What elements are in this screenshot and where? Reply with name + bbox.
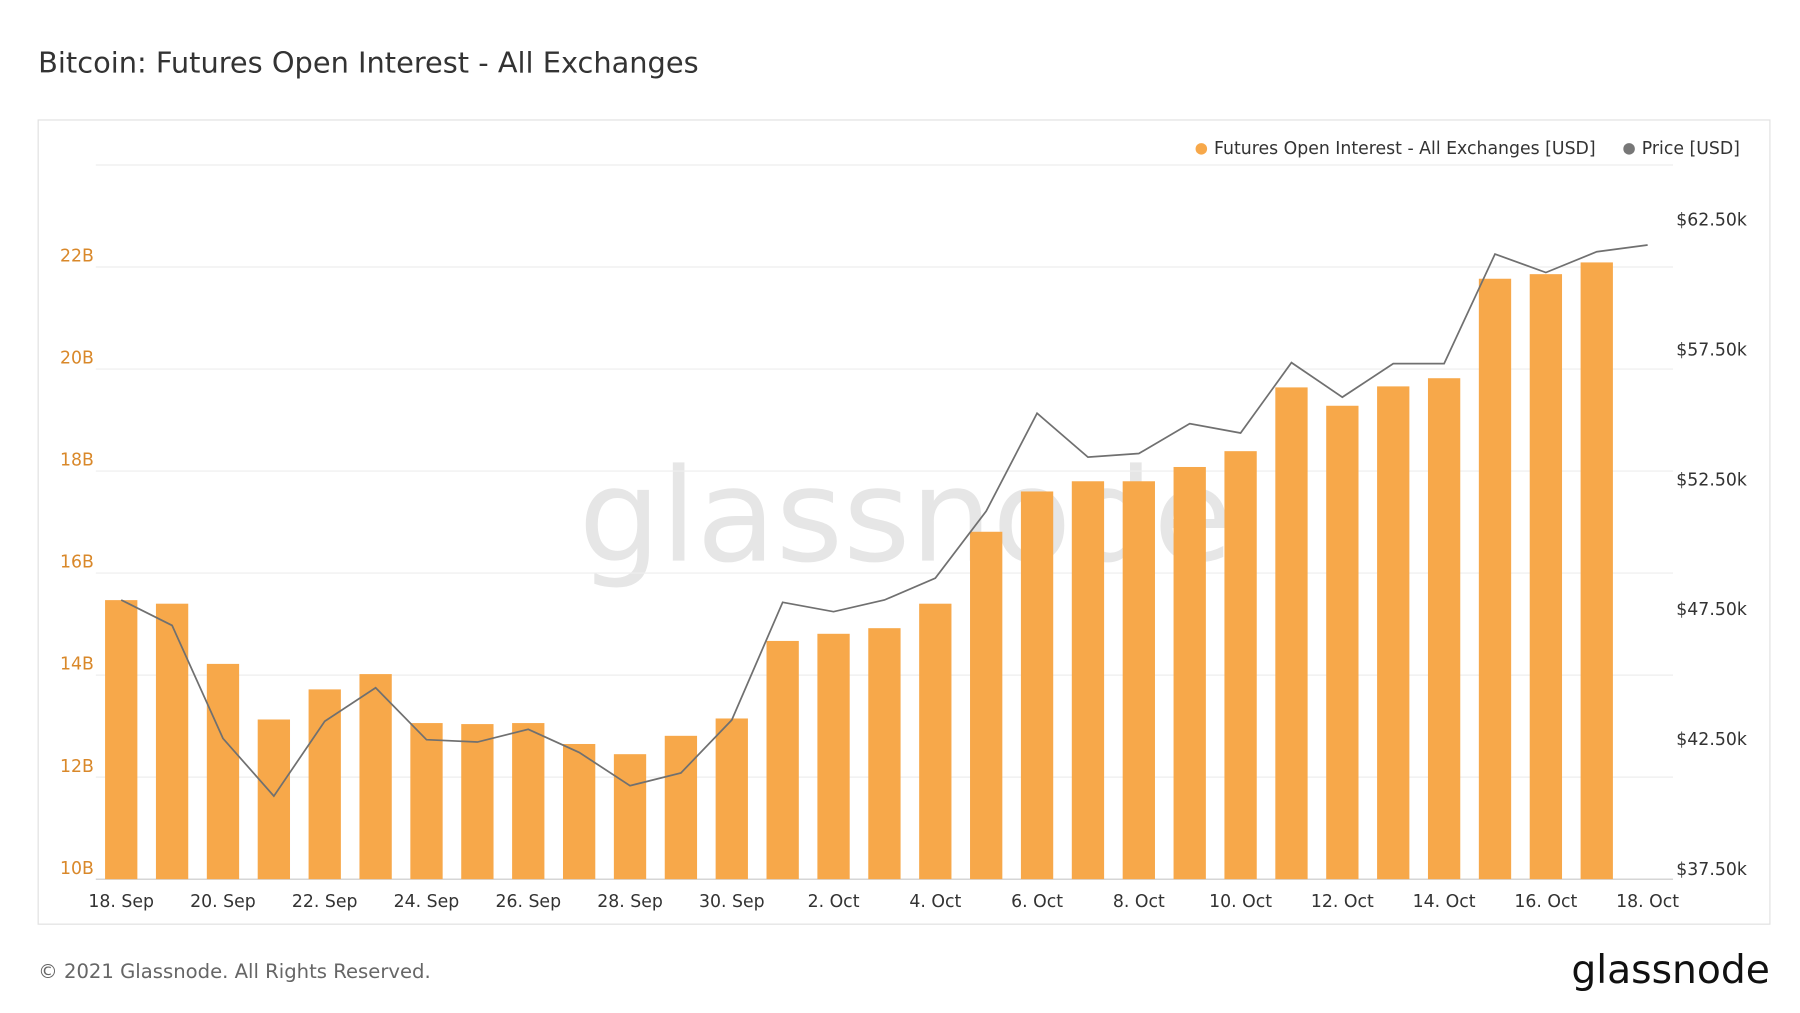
bar: [1173, 466, 1206, 880]
y2-tick-label: $42.50k: [1676, 730, 1747, 750]
y-tick-label: 20B: [60, 349, 94, 369]
x-tick-label: 16. Oct: [1514, 892, 1577, 912]
legend-marker: [1195, 143, 1208, 155]
bar: [868, 628, 901, 880]
bar: [257, 719, 291, 880]
bar: [1427, 378, 1461, 880]
bar: [512, 723, 545, 880]
x-tick-label: 18. Sep: [88, 892, 154, 912]
x-tick-label: 22. Sep: [292, 892, 358, 912]
bar: [1326, 405, 1359, 880]
bar: [970, 531, 1003, 880]
bar: [308, 689, 341, 880]
x-tick-label: 8. Oct: [1113, 892, 1165, 912]
bar: [1224, 451, 1257, 880]
y-tick-label: 14B: [60, 655, 94, 675]
price-line: [120, 244, 1648, 798]
bar: [105, 600, 138, 880]
x-tick-label: 2. Oct: [808, 892, 860, 912]
bar: [1020, 491, 1054, 880]
x-tick-label: 18. Oct: [1616, 892, 1679, 912]
bar: [1122, 481, 1155, 880]
bar: [562, 743, 596, 880]
x-tick-label: 30. Sep: [699, 892, 765, 912]
y-tick-label: 16B: [60, 553, 94, 573]
y-tick-label: 22B: [60, 247, 94, 267]
bar: [359, 674, 392, 880]
bar: [1580, 262, 1613, 880]
x-tick-label: 6. Oct: [1011, 892, 1063, 912]
bar: [155, 603, 189, 880]
x-tick-label: 14. Oct: [1413, 892, 1476, 912]
bar: [613, 754, 647, 880]
x-tick-label: 10. Oct: [1209, 892, 1272, 912]
bar: [461, 724, 494, 880]
y2-tick-label: $62.50k: [1676, 211, 1747, 231]
x-tick-label: 28. Sep: [597, 892, 663, 912]
y2-tick-label: $57.50k: [1676, 341, 1747, 361]
x-tick-label: 24. Sep: [394, 892, 460, 912]
y-tick-label: 10B: [60, 859, 94, 879]
bar: [919, 603, 952, 880]
footer: © 2021 Glassnode. All Rights Reserved.: [38, 960, 431, 983]
bar: [206, 663, 240, 880]
legend-label: Price [USD]: [1642, 139, 1740, 159]
y2-tick-label: $47.50k: [1676, 600, 1747, 620]
bar: [1071, 481, 1105, 880]
logo: glassnode: [1571, 948, 1770, 993]
y2-tick-label: $37.50k: [1676, 860, 1747, 880]
x-tick-label: 20. Sep: [190, 892, 256, 912]
x-tick-label: 4. Oct: [909, 892, 961, 912]
y-tick-label: 12B: [60, 757, 94, 777]
y-tick-label: 18B: [60, 451, 94, 471]
bar: [664, 735, 698, 880]
bar: [766, 640, 799, 880]
bar: [1377, 386, 1410, 880]
y2-tick-label: $52.50k: [1676, 470, 1747, 490]
bar: [1529, 274, 1563, 880]
x-tick-label: 12. Oct: [1311, 892, 1374, 912]
bar: [715, 718, 748, 880]
legend-marker: [1623, 143, 1635, 155]
bar: [1478, 278, 1512, 880]
bar: [410, 723, 443, 880]
x-tick-label: 26. Sep: [495, 892, 561, 912]
bar: [1275, 387, 1308, 880]
bar: [817, 633, 850, 880]
chart-title: Bitcoin: Futures Open Interest - All Exc…: [38, 46, 698, 80]
legend-label: Futures Open Interest - All Exchanges [U…: [1214, 139, 1596, 159]
